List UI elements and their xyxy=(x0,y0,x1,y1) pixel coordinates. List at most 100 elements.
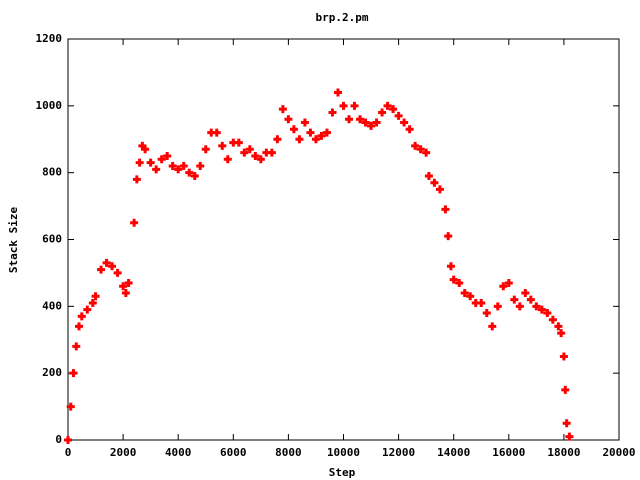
point xyxy=(562,419,571,428)
point xyxy=(424,172,433,181)
point xyxy=(289,125,298,134)
point xyxy=(185,168,194,177)
x-tick-label: 18000 xyxy=(547,446,580,459)
point xyxy=(311,135,320,144)
point xyxy=(422,148,431,157)
point xyxy=(322,128,331,137)
x-tick-label: 0 xyxy=(65,446,72,459)
point xyxy=(548,315,557,324)
point xyxy=(240,148,249,157)
y-tick-label: 1200 xyxy=(36,32,63,45)
point xyxy=(389,105,398,114)
point xyxy=(121,288,130,297)
point xyxy=(372,118,381,127)
point xyxy=(146,158,155,167)
point xyxy=(441,205,450,214)
point xyxy=(75,322,84,331)
point xyxy=(174,165,183,174)
point xyxy=(328,108,337,117)
point xyxy=(251,151,260,160)
point xyxy=(130,218,139,227)
plot-frame xyxy=(67,38,620,441)
chart-title: brp.2.pm xyxy=(316,11,369,24)
point xyxy=(435,185,444,194)
point xyxy=(77,312,86,321)
point xyxy=(383,101,392,110)
point xyxy=(510,295,519,304)
point xyxy=(526,295,535,304)
point xyxy=(411,141,420,150)
point xyxy=(345,115,354,124)
point xyxy=(66,402,75,411)
point xyxy=(152,165,161,174)
point xyxy=(223,155,232,164)
point xyxy=(339,101,348,110)
x-tick-label: 16000 xyxy=(492,446,525,459)
point xyxy=(449,275,458,284)
x-tick-label: 6000 xyxy=(220,446,247,459)
point xyxy=(333,88,342,97)
point xyxy=(306,128,315,137)
point xyxy=(190,172,199,181)
point xyxy=(317,131,326,140)
y-tick-label: 0 xyxy=(55,433,62,446)
point xyxy=(135,158,144,167)
x-tick-label: 20000 xyxy=(602,446,635,459)
point xyxy=(163,151,172,160)
y-tick-label: 800 xyxy=(42,166,62,179)
point xyxy=(430,178,439,187)
x-tick-label: 10000 xyxy=(327,446,360,459)
point xyxy=(168,161,177,170)
point xyxy=(212,128,221,137)
point xyxy=(416,145,425,154)
point xyxy=(124,278,133,287)
point xyxy=(499,282,508,291)
y-tick-label: 400 xyxy=(42,299,62,312)
point xyxy=(554,322,563,331)
point xyxy=(488,322,497,331)
point xyxy=(515,302,524,311)
point xyxy=(460,288,469,297)
x-axis-label: Step xyxy=(329,466,356,479)
point xyxy=(113,268,122,277)
point xyxy=(361,118,370,127)
point xyxy=(565,432,574,441)
point xyxy=(69,369,78,378)
point xyxy=(400,118,409,127)
point xyxy=(356,115,365,124)
point xyxy=(466,292,475,301)
point xyxy=(72,342,81,351)
x-tick-label: 8000 xyxy=(275,446,302,459)
point xyxy=(300,118,309,127)
point xyxy=(543,309,552,318)
point xyxy=(132,175,141,184)
point xyxy=(141,145,150,154)
point xyxy=(482,309,491,318)
point xyxy=(64,436,72,444)
point xyxy=(218,141,227,150)
point xyxy=(284,115,293,124)
point xyxy=(234,138,243,147)
point xyxy=(378,108,387,117)
point xyxy=(201,145,210,154)
point xyxy=(91,292,100,301)
point xyxy=(559,352,568,361)
x-tick-label: 2000 xyxy=(110,446,137,459)
point xyxy=(102,258,111,267)
point xyxy=(557,329,566,338)
point xyxy=(83,305,92,314)
point xyxy=(455,278,464,287)
y-tick-label: 1000 xyxy=(36,99,63,112)
point xyxy=(537,305,546,314)
point xyxy=(179,161,188,170)
point xyxy=(278,105,287,114)
point xyxy=(245,145,254,154)
point xyxy=(119,282,128,291)
point xyxy=(477,298,486,307)
point xyxy=(267,148,276,157)
point xyxy=(157,155,166,164)
x-tick-label: 14000 xyxy=(437,446,470,459)
y-axis-label: Stack Size xyxy=(7,207,20,274)
